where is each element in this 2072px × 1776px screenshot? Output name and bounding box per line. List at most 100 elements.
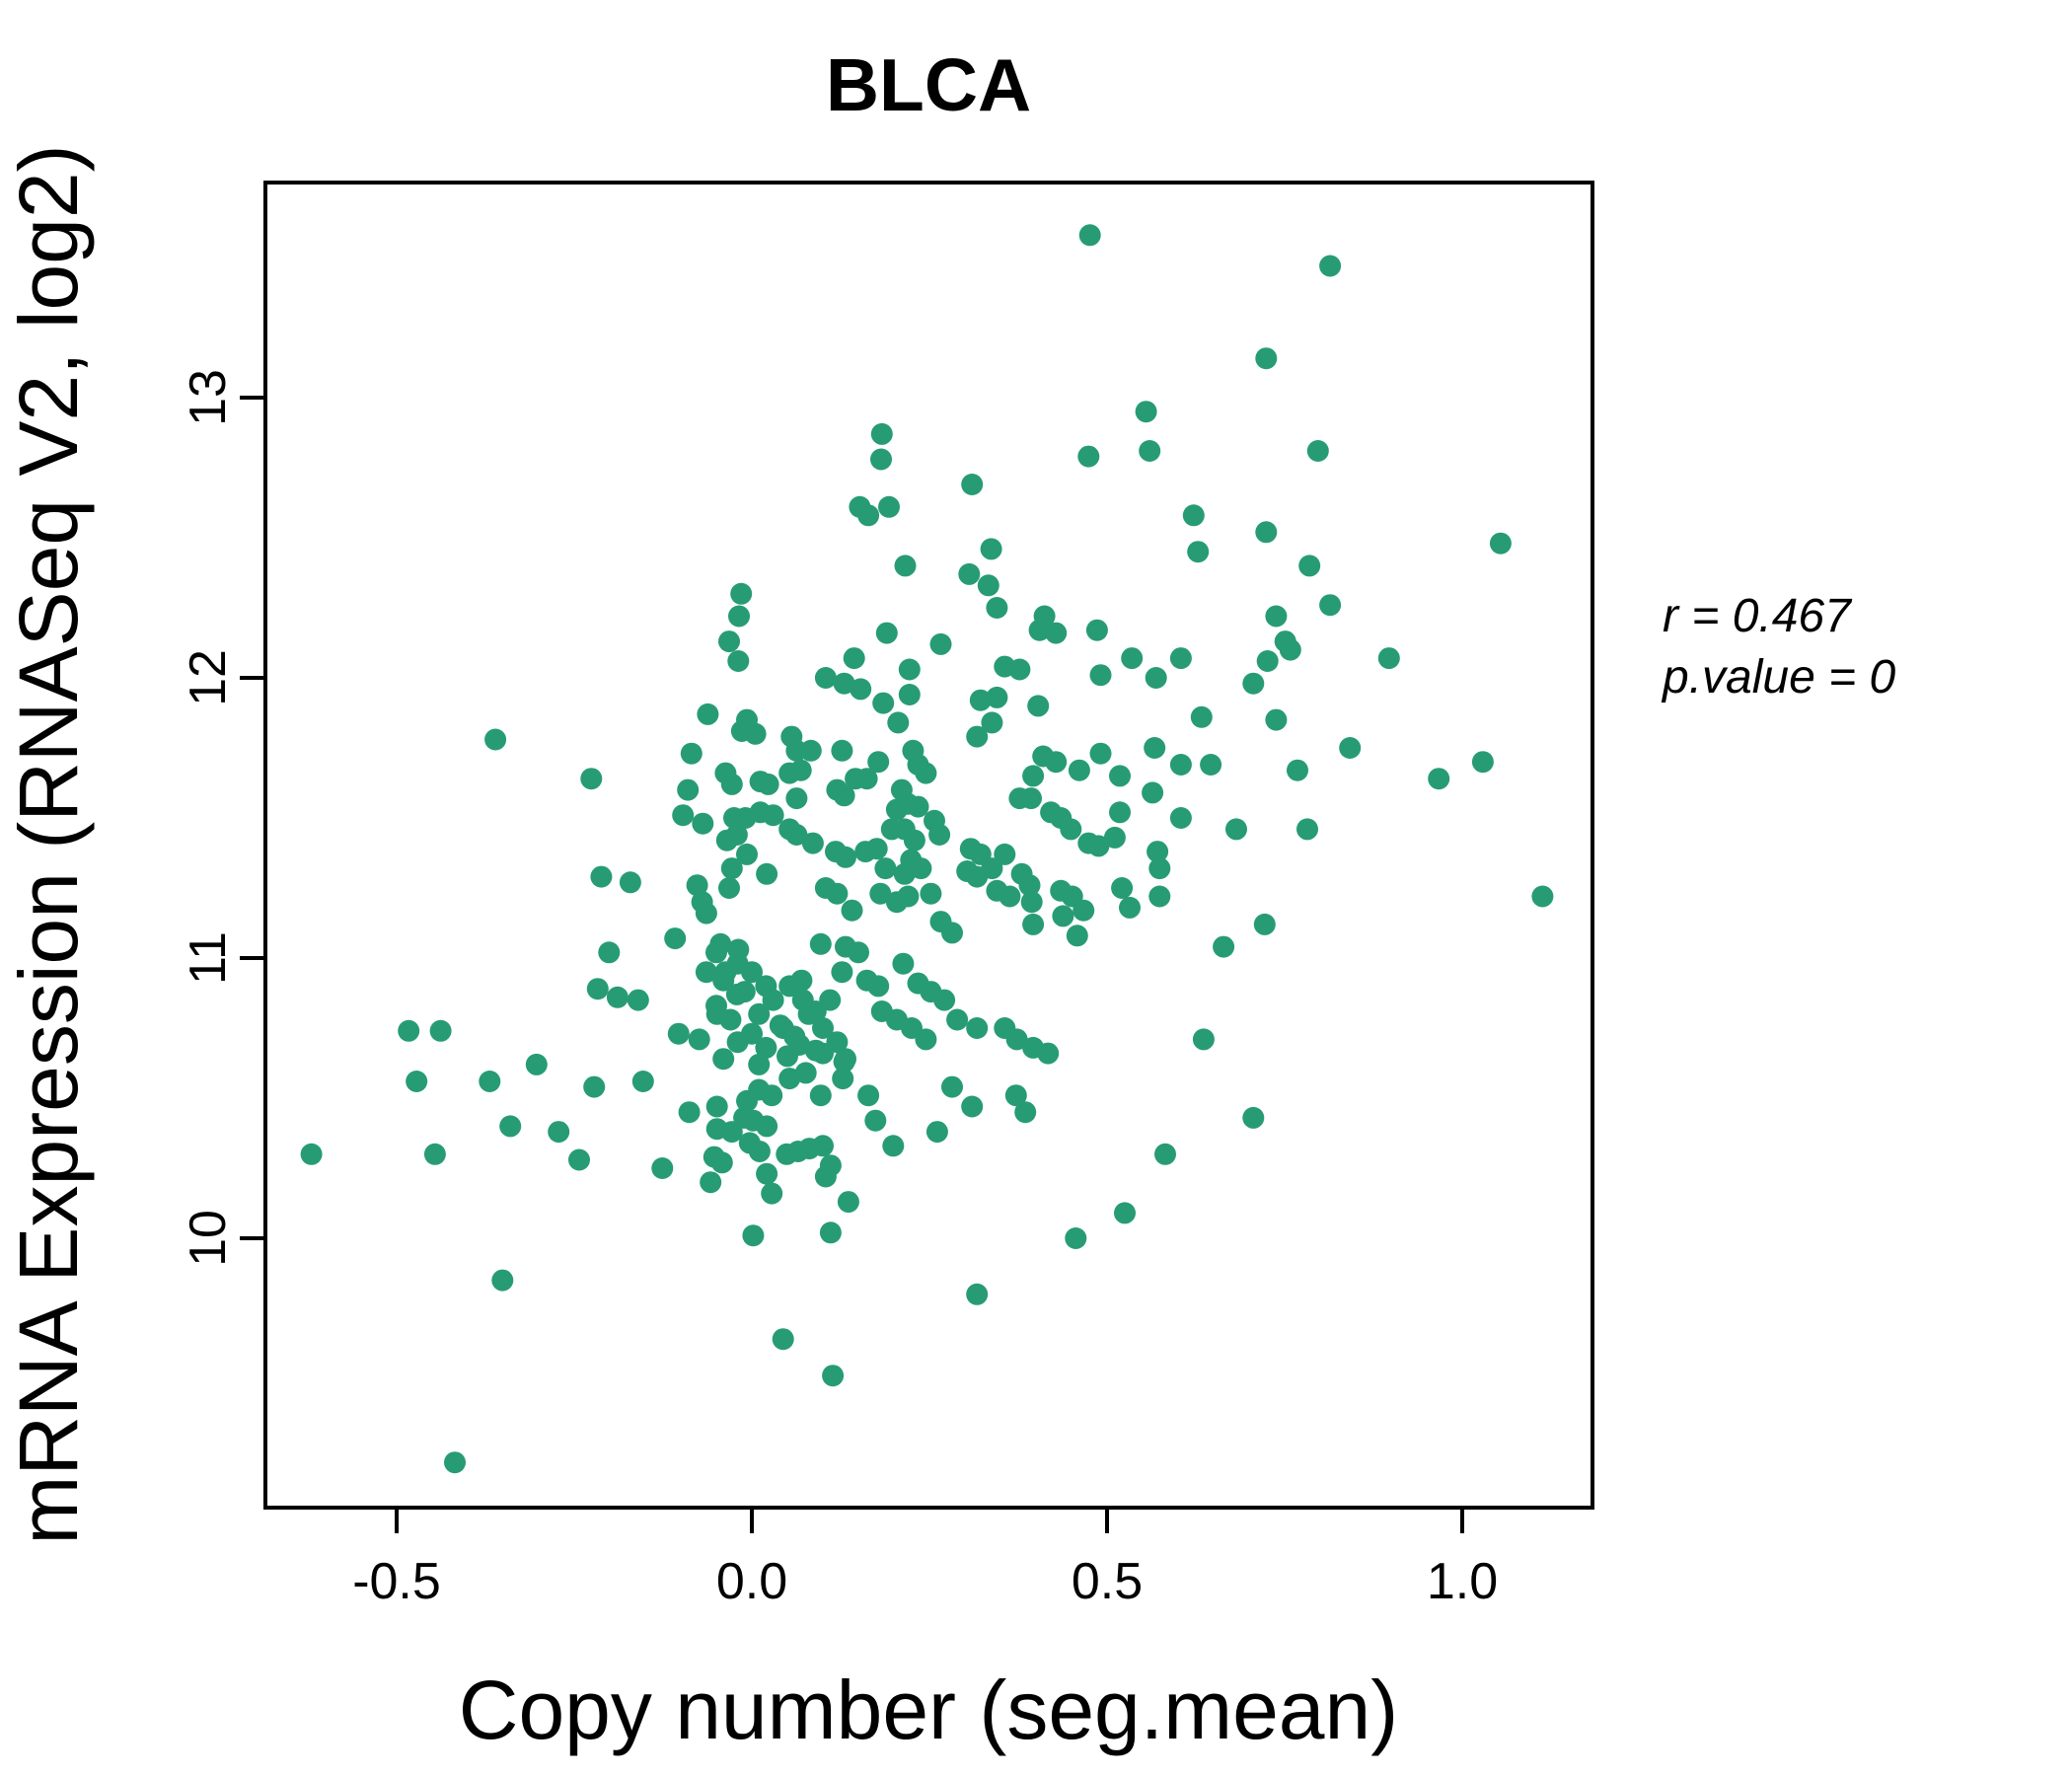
data-point — [857, 1084, 880, 1107]
data-point — [1008, 658, 1031, 681]
x-axis-title: Copy number (seg.mean) — [459, 1664, 1398, 1756]
data-point — [1242, 1106, 1265, 1129]
data-point — [894, 555, 917, 577]
data-point — [748, 1053, 771, 1075]
data-point — [933, 989, 956, 1011]
correlation-pvalue-annotation: p.value = 0 — [1661, 651, 1895, 703]
data-point — [1200, 754, 1222, 776]
data-point — [961, 474, 984, 495]
data-point — [915, 1028, 937, 1051]
data-point — [1253, 913, 1276, 935]
data-point — [714, 961, 737, 984]
data-point — [915, 762, 937, 784]
data-point — [812, 1135, 834, 1157]
data-point — [941, 922, 963, 944]
data-point — [1256, 650, 1279, 672]
data-point — [1004, 1084, 1027, 1107]
data-point — [1190, 705, 1213, 728]
data-point — [479, 1071, 501, 1092]
data-point — [864, 1109, 887, 1132]
data-point — [736, 1089, 758, 1112]
data-point — [755, 1036, 777, 1059]
data-point — [705, 1095, 728, 1118]
data-point — [804, 1000, 827, 1022]
data-point — [843, 647, 865, 670]
data-point — [444, 1451, 466, 1474]
data-point — [837, 1191, 859, 1214]
data-point — [1169, 754, 1192, 776]
data-point — [748, 1141, 771, 1162]
data-point — [887, 711, 910, 734]
data-point — [1148, 857, 1171, 880]
data-point — [1182, 504, 1205, 527]
data-point — [1020, 891, 1043, 914]
data-point — [1279, 638, 1301, 661]
data-point — [1020, 787, 1042, 810]
data-point — [720, 773, 743, 795]
data-point — [1045, 751, 1068, 774]
data-point — [1489, 532, 1512, 555]
data-point — [835, 1048, 856, 1071]
data-point — [727, 938, 750, 961]
data-point — [1265, 708, 1288, 731]
data-point — [872, 692, 895, 714]
x-tick-label: 0.0 — [716, 1553, 787, 1610]
data-point — [822, 1365, 845, 1387]
data-point — [1139, 440, 1161, 462]
data-point — [977, 574, 999, 597]
data-point — [1169, 807, 1192, 829]
data-point — [903, 829, 925, 851]
data-point — [920, 882, 942, 905]
axis-tick-labels: -0.5 0.0 0.5 1.0 10 11 12 13 — [180, 369, 1498, 1610]
data-point — [525, 1053, 548, 1075]
data-point — [814, 1165, 837, 1188]
data-point — [1121, 647, 1144, 670]
data-point — [1073, 899, 1095, 922]
data-point — [757, 773, 779, 795]
data-point — [756, 1115, 778, 1138]
data-point — [826, 882, 849, 905]
data-point — [1242, 672, 1265, 695]
data-point — [580, 768, 603, 790]
data-point — [1377, 647, 1400, 670]
data-point — [772, 1328, 794, 1351]
data-point — [1339, 737, 1362, 759]
data-point — [831, 961, 853, 984]
data-point — [910, 857, 932, 880]
data-point — [686, 874, 708, 897]
data-point — [700, 1171, 722, 1194]
data-point — [1135, 401, 1157, 423]
data-point — [619, 871, 641, 894]
data-point — [484, 728, 507, 751]
data-point — [1169, 647, 1192, 670]
data-point — [672, 804, 695, 827]
data-point — [1319, 594, 1342, 617]
data-point — [568, 1148, 590, 1171]
data-point — [1028, 619, 1051, 641]
data-point — [835, 846, 856, 868]
data-point — [1060, 818, 1082, 841]
data-point — [1298, 555, 1321, 577]
data-point — [870, 448, 892, 471]
data-point — [1037, 1042, 1060, 1065]
data-point — [688, 1028, 710, 1051]
data-point — [651, 1157, 674, 1179]
data-point — [718, 877, 740, 899]
data-point — [778, 1068, 801, 1090]
data-point — [1087, 835, 1110, 857]
data-point — [946, 1008, 969, 1031]
data-point — [885, 798, 908, 821]
data-point — [850, 678, 872, 701]
data-point — [406, 1071, 428, 1092]
data-point — [730, 720, 753, 742]
data-point — [848, 941, 869, 964]
data-point — [1145, 667, 1167, 689]
data-point — [1428, 768, 1450, 790]
data-point — [1018, 874, 1041, 897]
data-point — [761, 1182, 783, 1205]
data-point — [712, 1048, 735, 1071]
data-point — [870, 1000, 893, 1022]
data-point — [1027, 695, 1050, 717]
data-point — [969, 689, 992, 711]
data-point — [1052, 905, 1074, 927]
